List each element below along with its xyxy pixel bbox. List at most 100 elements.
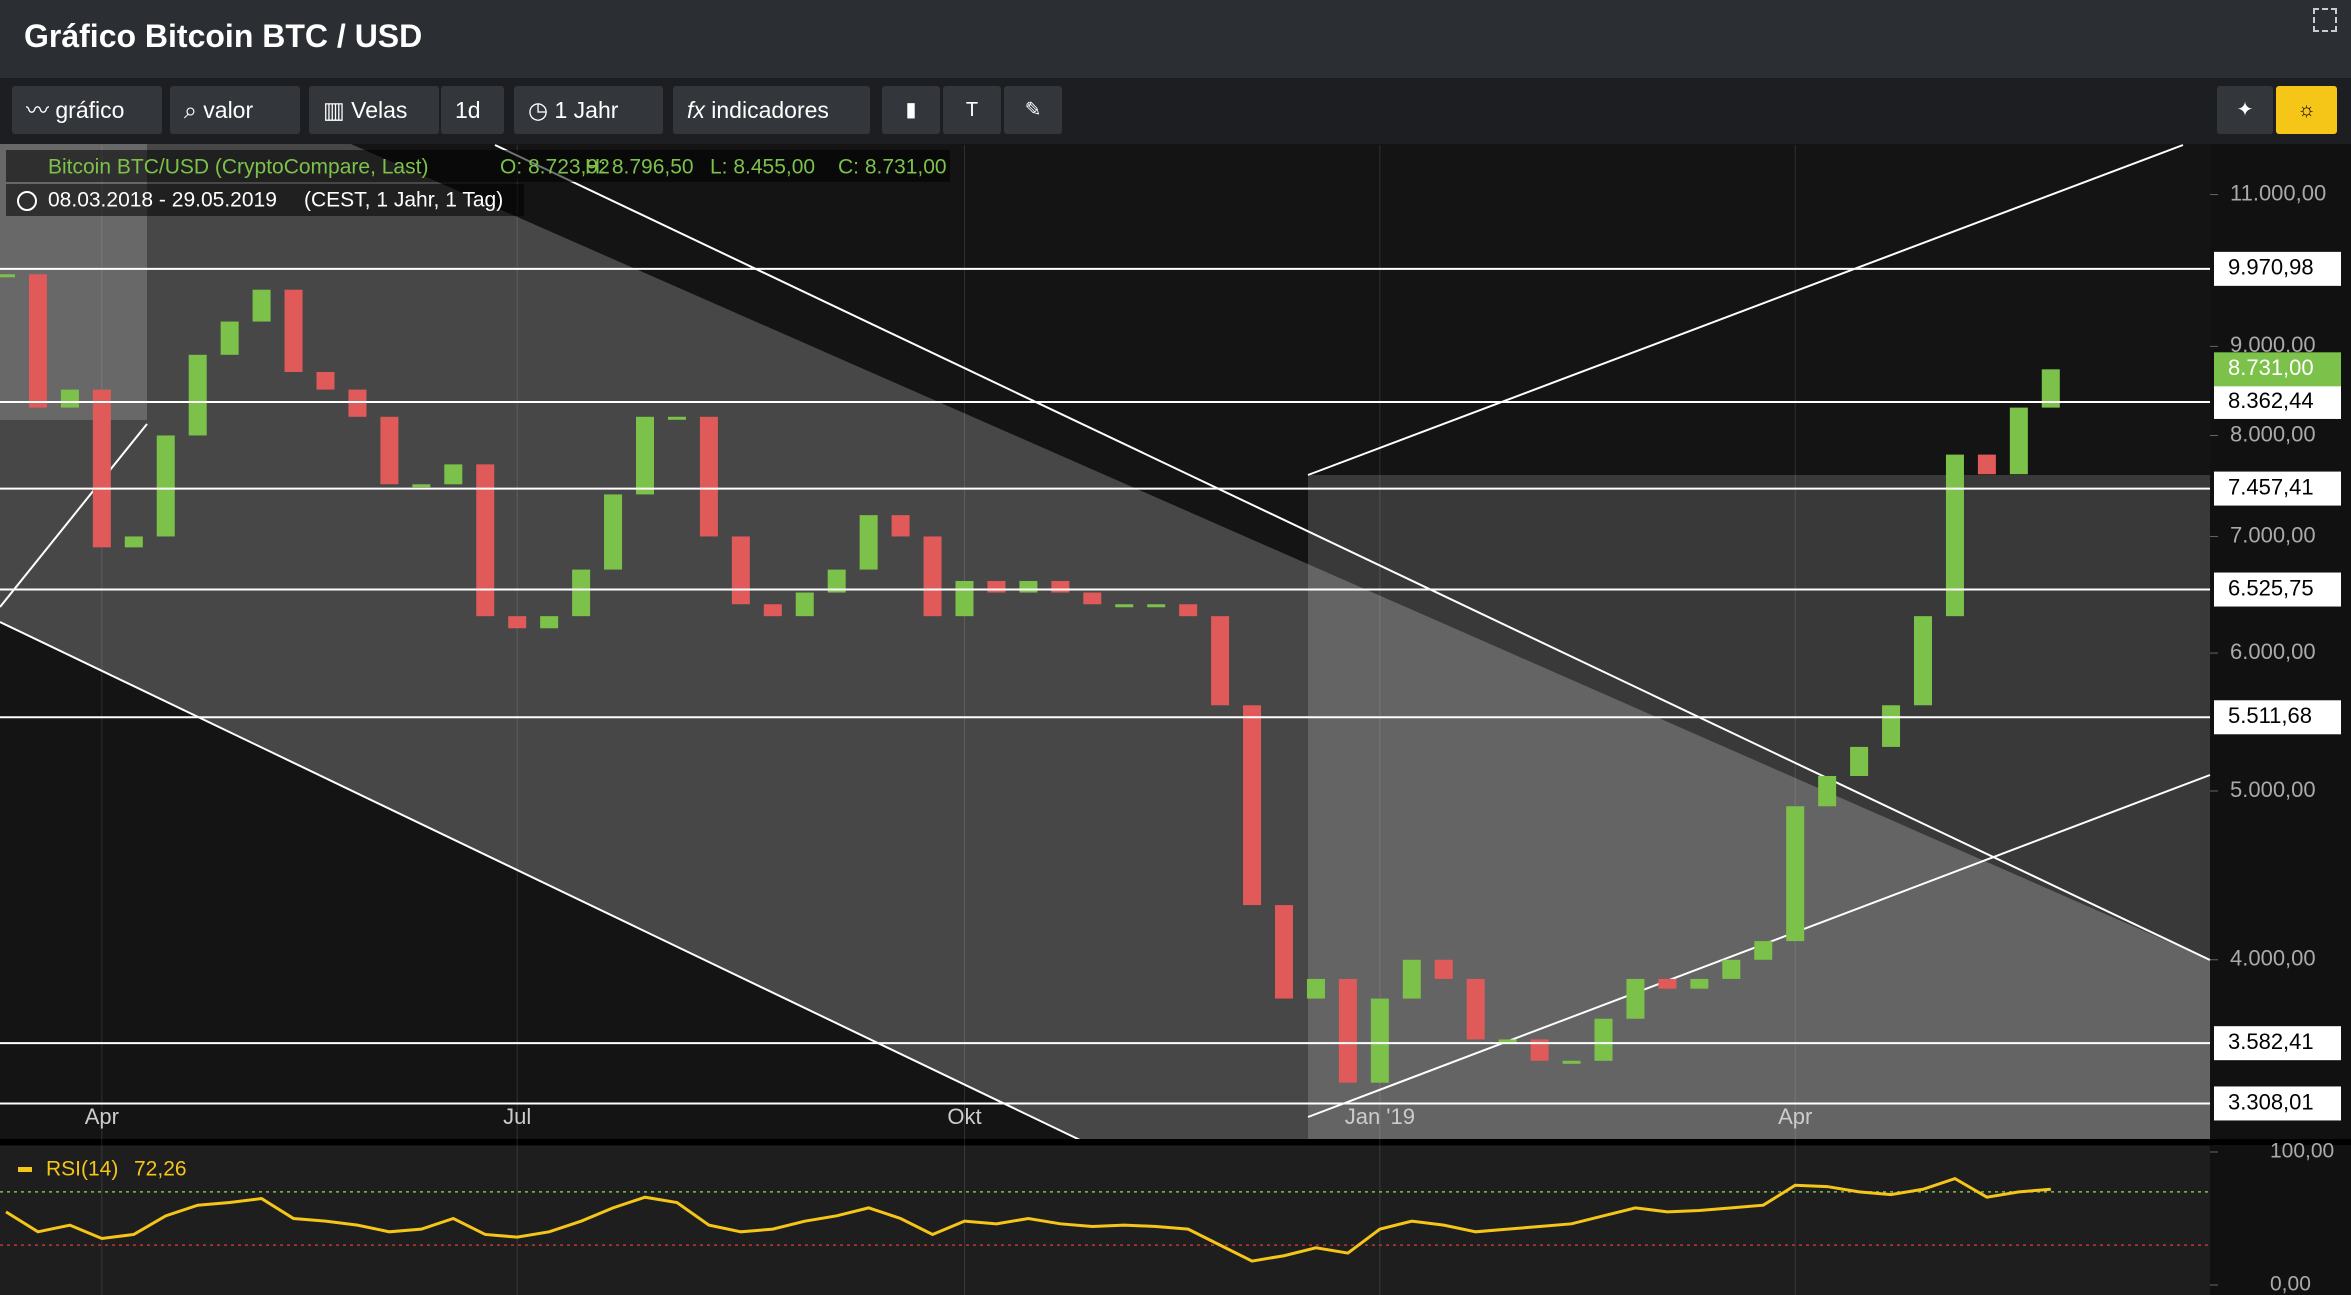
level-label: 8.362,44 [2228,388,2314,413]
candle [2041,369,2060,408]
candles-button[interactable]: ▥ Velas [309,86,439,134]
effects-button[interactable]: ✦ [2217,86,2273,134]
last-price-box [2214,352,2341,387]
level-label: 5.511,68 [2228,703,2312,728]
candle [1690,978,1709,989]
rsi-name: RSI(14) [46,1158,118,1181]
candle [444,464,463,485]
candle [1850,746,1869,777]
candle [1179,604,1198,617]
candle [1530,1039,1549,1061]
candle [1498,1039,1517,1043]
candle [220,321,239,355]
candle [604,494,623,570]
label: indicadores [711,97,829,123]
rsi-legend-swatch [18,1167,32,1172]
candle [1945,454,1964,617]
candle [1722,959,1741,979]
candle [2009,407,2028,475]
candle [1211,616,1230,706]
candle [1338,978,1357,1083]
candle [252,289,271,322]
candle [1562,1060,1581,1064]
candle [1818,776,1837,807]
value-button[interactable]: ⌕ valor [170,86,300,134]
title: Gráfico Bitcoin BTC / USD [24,18,423,54]
candle [1977,454,1996,475]
candle [827,569,846,593]
candle [923,536,942,617]
zone-fill [1308,475,2210,1140]
level-box [2214,1026,2341,1061]
y-tick-label: 8.000,00 [2230,421,2316,446]
x-tick-label: Jan '19 [1345,1104,1415,1129]
bookmark-button[interactable]: ▮ [882,86,940,134]
y-tick-label: 7.000,00 [2230,522,2316,547]
rsi-tick-label: 0,00 [2270,1273,2311,1295]
candle [1402,959,1421,999]
candle [1147,604,1166,608]
candle [1914,616,1932,706]
candle [412,484,431,488]
interval-button[interactable]: 1d [441,86,504,134]
range-bg [6,184,524,216]
level-label: 6.525,75 [2228,575,2314,600]
level-label: 3.582,41 [2228,1029,2314,1054]
label: gráfico [55,97,125,123]
candle [1658,978,1677,989]
label: 1d [455,97,481,123]
period-button[interactable]: ◷ 1 Jahr [514,86,663,134]
indicators-button[interactable]: fx indicadores [673,86,870,134]
candle [1019,580,1038,593]
channel-fill [0,144,2210,1140]
level-label: 9.970,98 [2228,255,2314,280]
label: valor [203,97,254,123]
candle [508,616,527,629]
level-box [2214,1086,2341,1121]
candle [1434,959,1453,979]
settings-button[interactable]: ☼ [2276,86,2337,134]
candle [795,592,814,617]
candle [60,389,79,408]
candle [1115,604,1134,608]
chart-button[interactable]: 〰 gráfico [12,86,162,134]
candle [540,616,559,629]
candle [1243,705,1262,906]
candle [124,536,143,548]
candle [1466,978,1485,1040]
trendline [1307,144,2184,476]
low: L: 8.455,00 [710,156,815,179]
y-tick-label: 11.000,00 [2230,180,2326,205]
candle [1306,978,1325,999]
trendline [0,423,148,608]
rsi-value: 72,26 [134,1158,187,1181]
draw-button[interactable]: ✎ [1004,86,1062,134]
candle [380,416,399,485]
level-box [2214,572,2341,607]
level-label: 3.308,01 [2228,1089,2314,1114]
text-button[interactable]: T [943,86,1001,134]
x-tick-label: Apr [85,1104,119,1129]
level-box [2214,251,2341,286]
x-tick-label: Okt [947,1104,981,1129]
trendline [0,621,1081,1141]
x-tick-label: Apr [1778,1104,1812,1129]
candle [1083,592,1102,605]
fullscreen-icon[interactable] [2313,8,2337,32]
candle [476,464,495,617]
close: C: 8.731,00 [838,156,947,179]
clock-icon [17,191,37,211]
header: Gráfico Bitcoin BTC / USD [0,0,2351,78]
y-tick-label: 5.000,00 [2230,777,2316,802]
info-bg [6,150,950,182]
candle [188,354,207,436]
candle [987,580,1006,593]
open: O: 8.723,92 [500,156,610,179]
candle [348,389,367,417]
rsi-tick-label: 100,00 [2270,1140,2334,1163]
candle [891,515,910,537]
candle [28,274,47,408]
candle [1786,806,1805,942]
candle [1370,998,1389,1083]
